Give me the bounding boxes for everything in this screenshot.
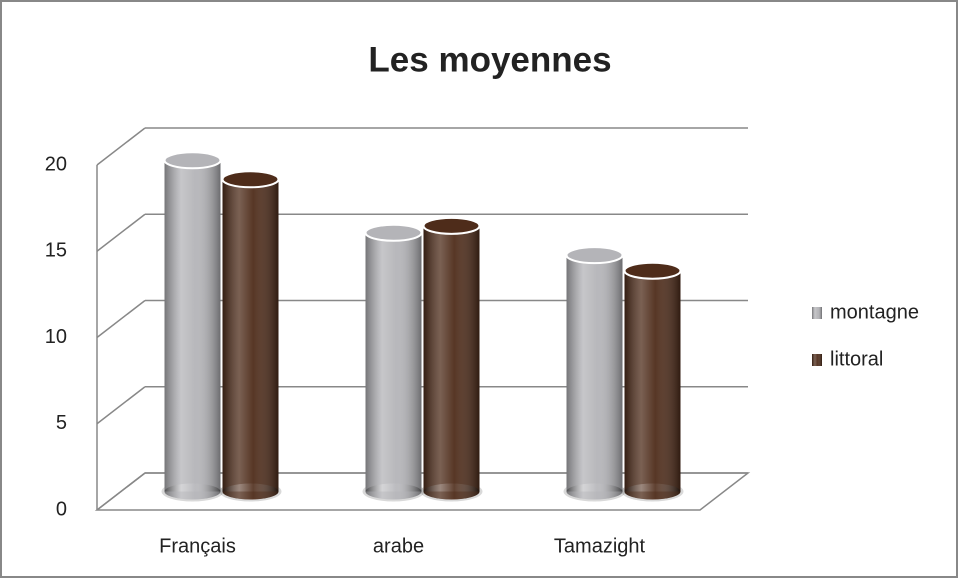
bar xyxy=(362,223,425,502)
bar xyxy=(219,170,282,502)
chart-title: Les moyennes xyxy=(368,40,611,79)
bar-top xyxy=(364,223,423,242)
legend-swatch-shade xyxy=(812,307,822,319)
bar-top xyxy=(623,261,682,280)
y-tick-label: 15 xyxy=(45,240,67,262)
bar-shade xyxy=(222,179,279,492)
bar xyxy=(161,151,224,502)
y-tick-label: 20 xyxy=(45,153,67,175)
bar-top xyxy=(422,216,481,235)
legend-swatch-shade xyxy=(812,354,822,366)
bar-bottom-shade xyxy=(423,483,480,500)
bar-top xyxy=(221,170,280,189)
bar-shade xyxy=(566,255,623,492)
bar-bottom-shade xyxy=(566,483,623,500)
bar-shade xyxy=(423,225,480,492)
y-tick-label: 5 xyxy=(56,412,67,434)
bar-shade xyxy=(624,270,681,492)
y-tick-label: 0 xyxy=(56,498,67,520)
bar xyxy=(563,246,626,502)
bar-top xyxy=(565,246,624,265)
grid-line xyxy=(96,127,146,166)
bar-bottom-shade xyxy=(624,483,681,500)
grid-line xyxy=(96,213,146,252)
grid-line xyxy=(96,472,146,511)
y-tick-label: 10 xyxy=(45,326,67,348)
legend-label: montagne xyxy=(830,301,919,323)
bar xyxy=(621,261,684,502)
bar-bottom-shade xyxy=(222,483,279,500)
bar-shade xyxy=(365,232,422,492)
bar-top xyxy=(163,151,222,170)
x-tick-label: Tamazight xyxy=(554,535,646,557)
grid-line xyxy=(96,299,146,339)
bar xyxy=(420,216,483,502)
x-tick-label: arabe xyxy=(373,535,424,557)
bar-bottom-shade xyxy=(365,483,422,500)
legend-label: littoral xyxy=(830,348,883,370)
grid-line xyxy=(96,386,146,425)
x-tick-label: Français xyxy=(159,535,236,557)
bar-shade xyxy=(164,160,221,492)
bar-bottom-shade xyxy=(164,483,221,500)
